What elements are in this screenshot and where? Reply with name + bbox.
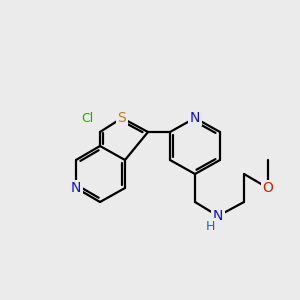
Text: N: N: [190, 111, 200, 125]
Text: H: H: [205, 220, 215, 232]
Text: N: N: [71, 181, 81, 195]
Text: Cl: Cl: [81, 112, 93, 124]
Text: S: S: [118, 111, 126, 125]
Text: O: O: [262, 181, 273, 195]
Text: N: N: [213, 209, 223, 223]
